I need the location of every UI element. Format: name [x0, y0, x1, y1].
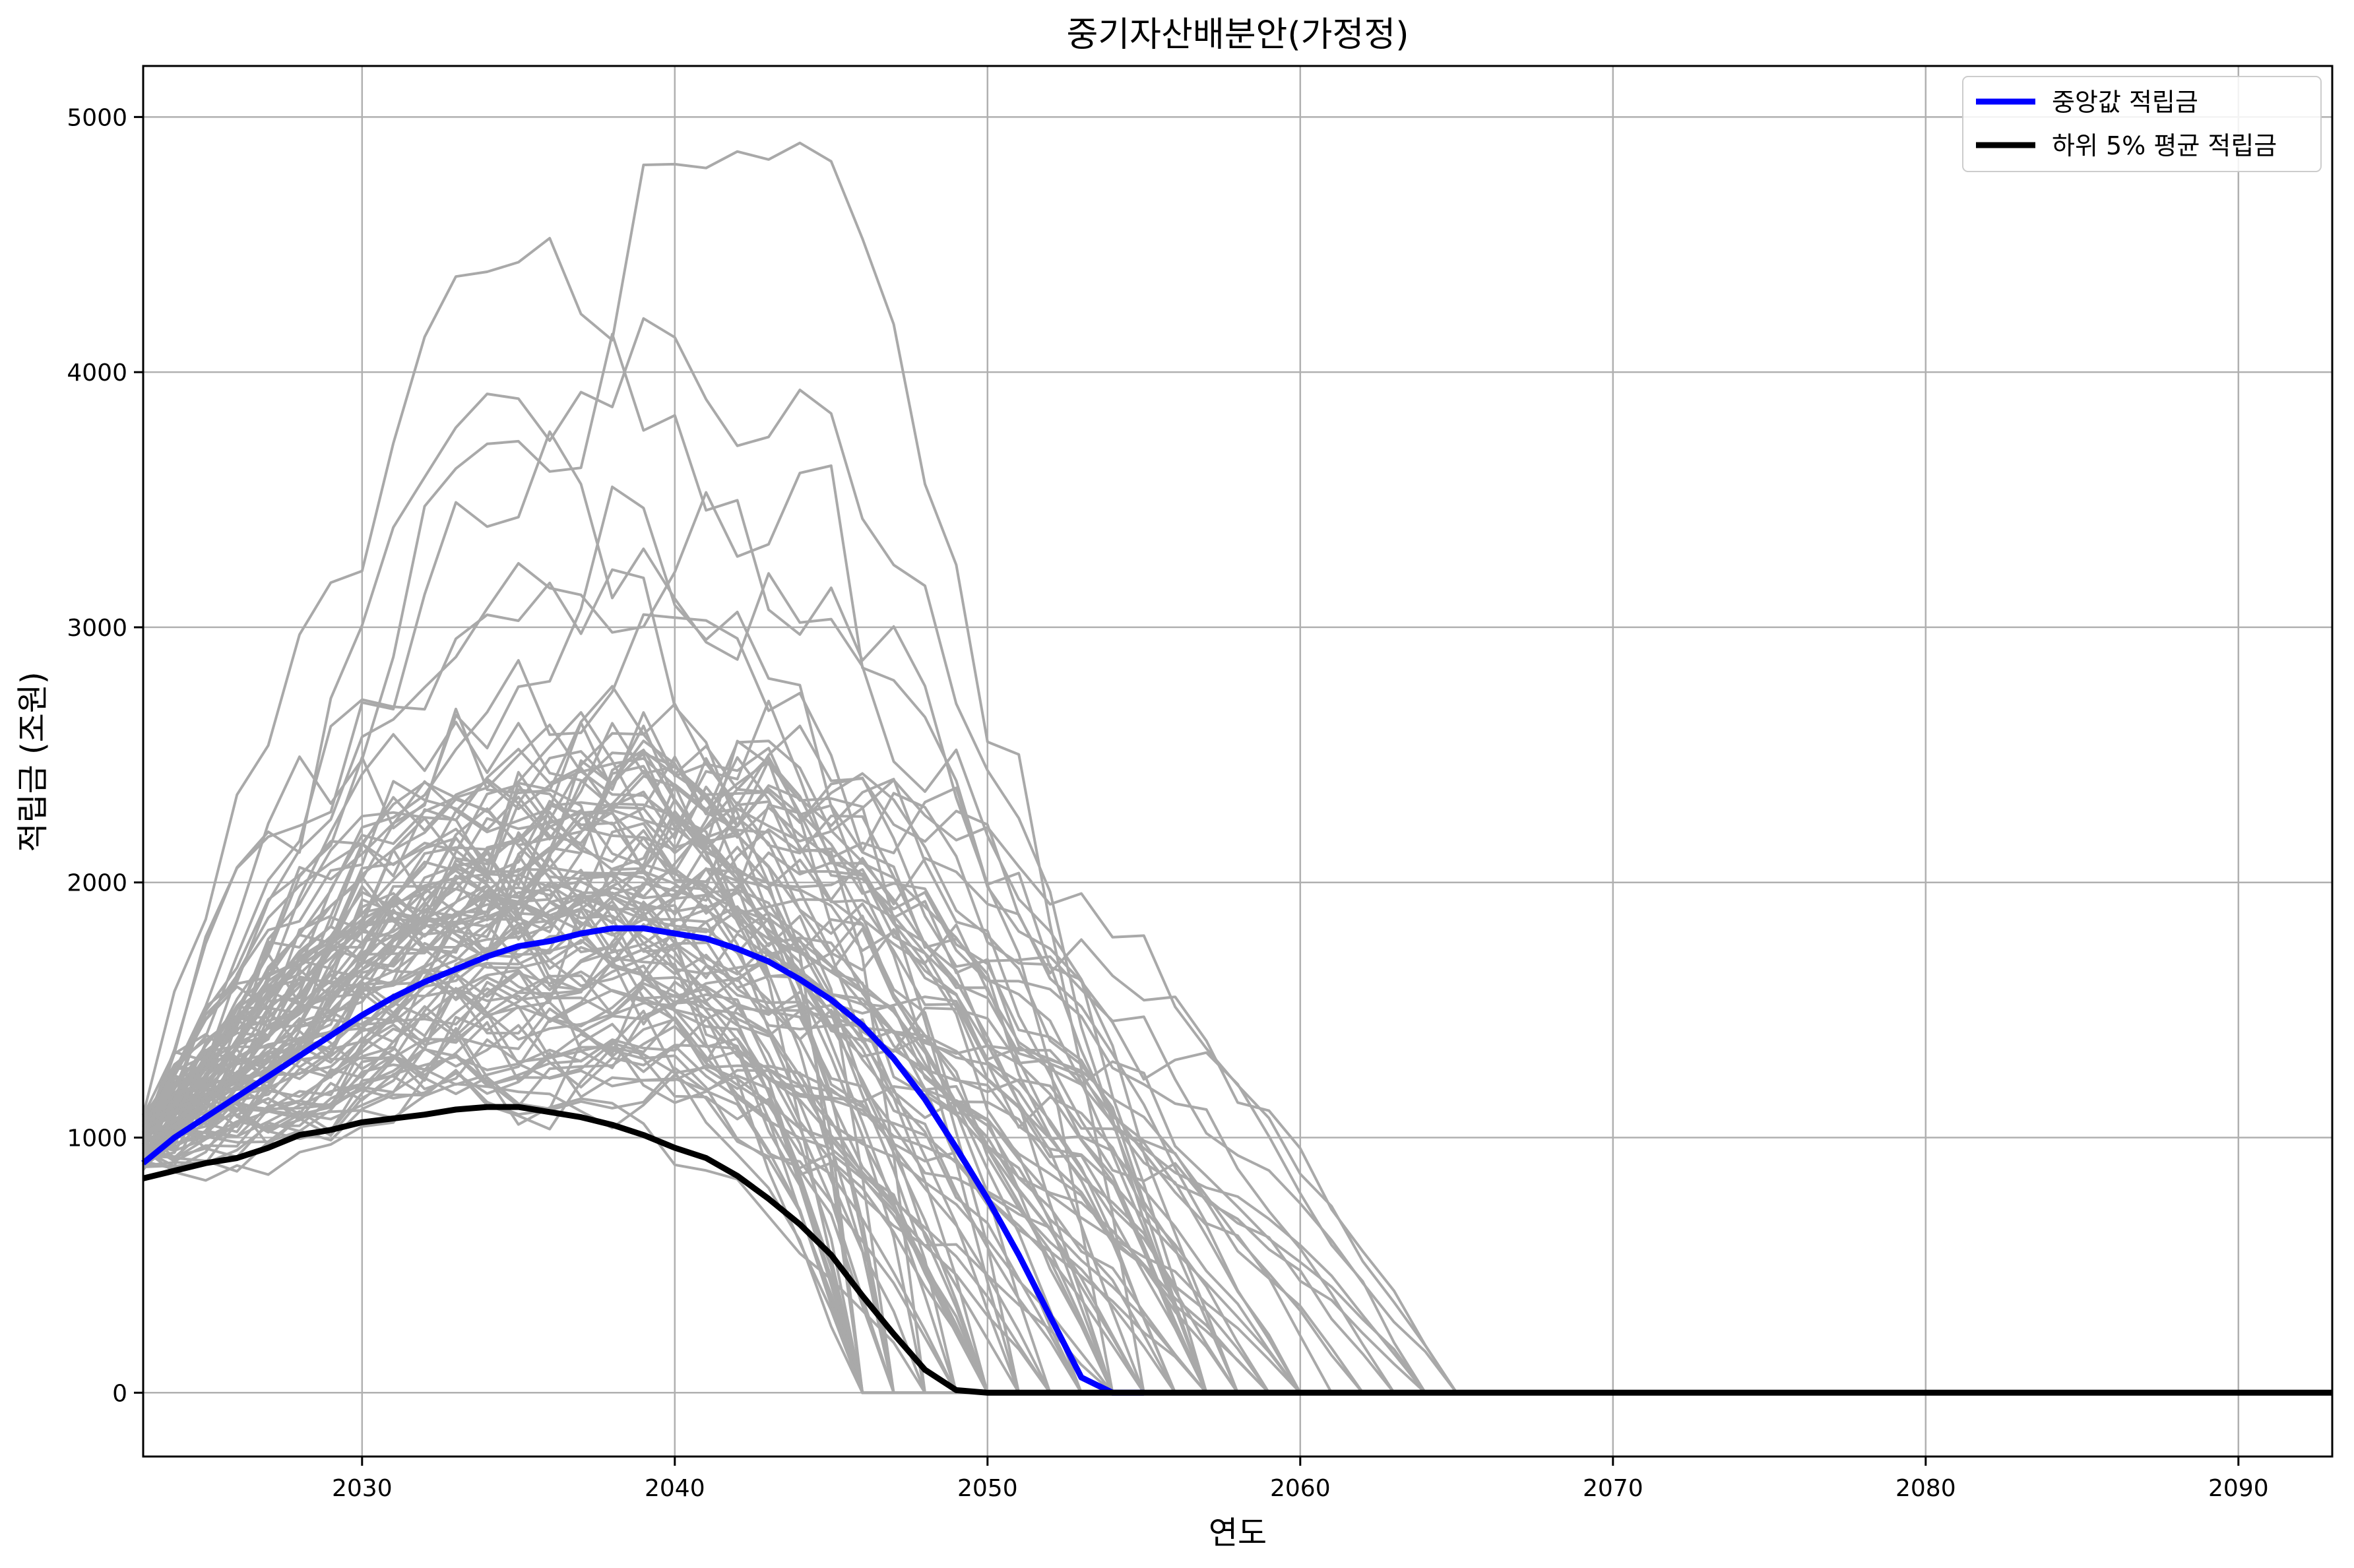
simulation-line	[142, 723, 2332, 1395]
x-tick-label: 2060	[1270, 1475, 1331, 1502]
ticks-layer: 2030 2040 2050 2060 2070 2080 2090 0 1000 2000 300…	[67, 104, 2268, 1502]
simulation-line	[143, 884, 2332, 1395]
simulation-line	[143, 969, 2332, 1395]
y-tick-label: 5000	[67, 104, 127, 131]
x-tick-label: 2080	[1895, 1475, 1956, 1502]
y-tick-label: 3000	[67, 615, 127, 642]
x-tick-label: 2030	[332, 1475, 393, 1502]
simulation-line	[142, 867, 2332, 1395]
median-series-line	[141, 925, 1144, 1396]
x-axis-label: 연도	[1209, 1515, 1267, 1552]
simulation-line	[143, 1038, 2332, 1395]
lower5-series-line	[142, 1104, 2332, 1396]
simulation-line	[143, 699, 2332, 1395]
chart-title: 중기자산배분안(가정정)	[1067, 15, 1409, 55]
y-axis-label: 적립금 (조원)	[15, 672, 51, 852]
simulation-lines	[142, 141, 2332, 1395]
x-tick-label: 2090	[2208, 1475, 2269, 1502]
x-tick-label: 2040	[645, 1475, 705, 1502]
legend-lower5-label: 하위 5% 평균 적립금	[2052, 131, 2277, 160]
simulation-line	[142, 711, 2332, 1395]
simulation-line	[142, 908, 2332, 1395]
simulation-line	[142, 568, 2332, 1395]
simulation-line	[142, 941, 2332, 1395]
series-lines	[141, 925, 2332, 1396]
simulation-line	[142, 770, 2332, 1395]
simulation-line	[142, 722, 2332, 1395]
plot-frame	[142, 65, 2334, 1458]
simulation-line	[142, 977, 2332, 1395]
x-tick-label: 2050	[957, 1475, 1018, 1502]
simulation-line	[142, 840, 2332, 1395]
simulation-line	[142, 885, 2332, 1395]
simulation-line	[142, 141, 2332, 1395]
y-tick-label: 4000	[67, 360, 127, 387]
grid-layer	[143, 66, 2332, 1457]
simulation-line	[143, 1032, 2332, 1395]
simulation-line	[142, 1022, 2332, 1395]
simulation-line	[142, 831, 2332, 1395]
y-tick-label: 2000	[67, 870, 127, 897]
simulation-line	[143, 752, 2332, 1395]
legend-box	[1962, 76, 2322, 172]
y-tick-label: 1000	[67, 1125, 127, 1152]
simulation-line	[142, 613, 2332, 1395]
simulation-line	[143, 968, 2332, 1395]
legend-median-label: 중앙값 적립금	[2052, 88, 2198, 117]
simulation-line	[142, 770, 2332, 1395]
simulation-line	[143, 748, 2332, 1395]
simulation-line	[142, 685, 2332, 1395]
simulation-line	[143, 993, 2332, 1395]
x-tick-label: 2070	[1583, 1475, 1643, 1502]
simulation-line	[142, 430, 2332, 1395]
simulation-line	[142, 720, 2332, 1395]
simulation-line	[142, 317, 2332, 1395]
y-tick-label: 0	[112, 1380, 127, 1407]
legend: 중앙값 적립금 하위 5% 평균 적립금	[1962, 76, 2322, 172]
simulation-line	[142, 756, 2332, 1395]
